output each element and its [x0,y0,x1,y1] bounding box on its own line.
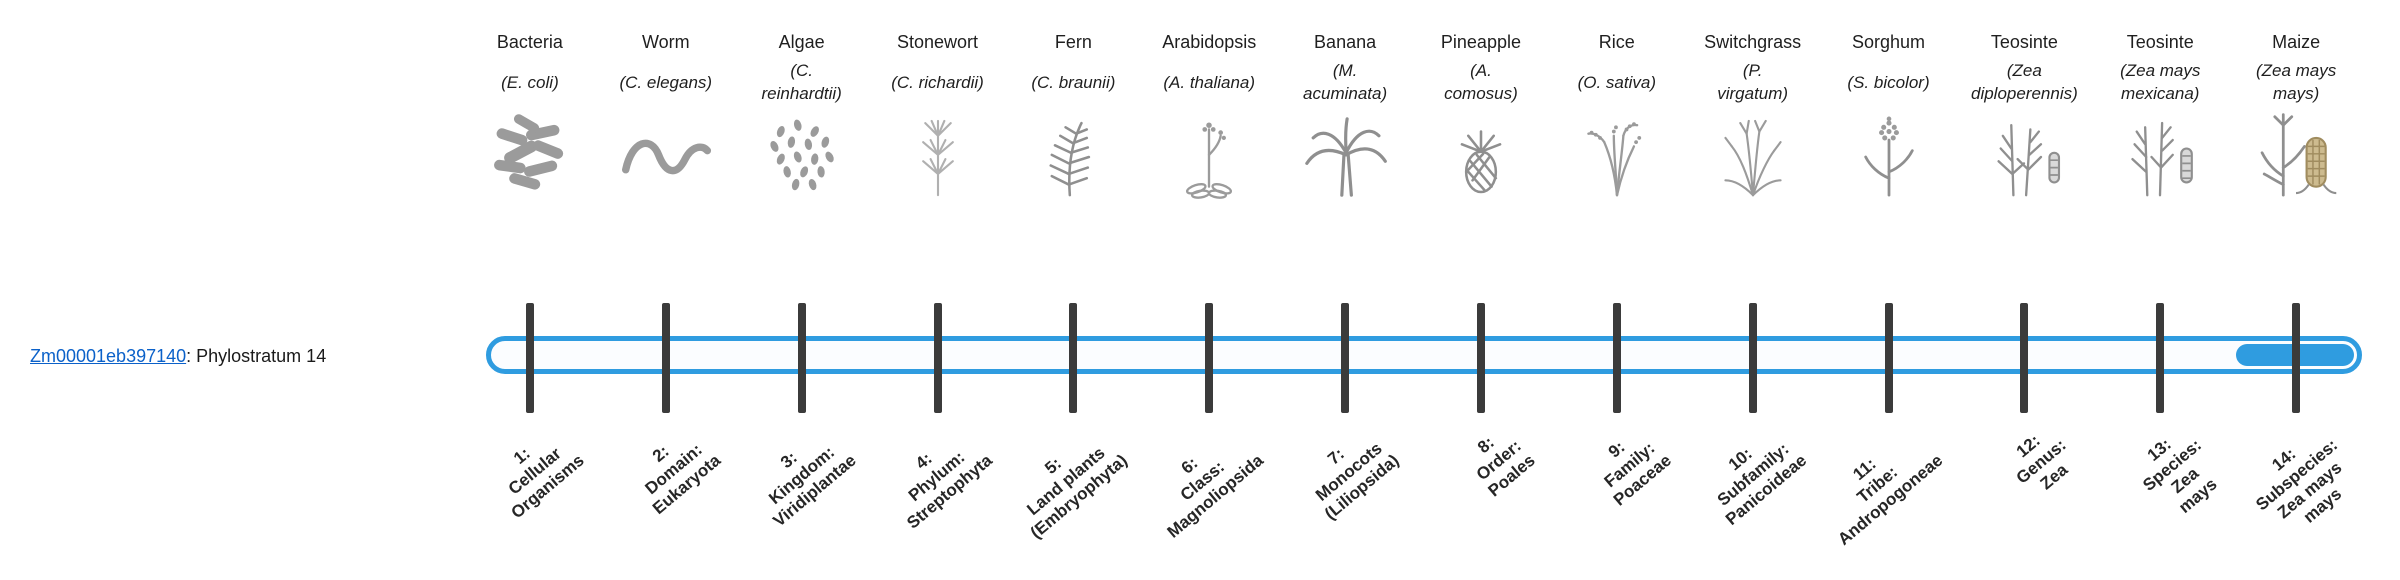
species-latin-name: (P. virgatum) [1717,61,1789,103]
tick-mark [1612,303,1621,413]
sorghum-icon [1821,108,1957,204]
species-latin-name: (Zea diploperennis) [1970,61,2078,103]
banana-icon [1277,108,1413,204]
tick-mark [661,303,670,413]
tick-mark [933,303,942,413]
species-common-name: Maize [2272,32,2321,52]
tick-label: 9: Family: Poaceae [1600,437,1675,510]
species-common-name: Teosinte [1990,32,2058,52]
tick-label: 14: Subspecies: Zea mays mays [2252,435,2346,527]
tick-label: 8: Order: Poales [1472,432,1539,501]
stratum-column: Teosinte (Zea mays mexicana) 13: Species: Zea… [2092,0,2228,580]
tick-mark [1748,303,1757,413]
species-latin-name: (A. comosus) [1444,61,1518,103]
arabidopsis-icon [1141,108,1277,204]
stratum-column: Banana (M. acuminata) 7: Monocots (Liliopsida… [1277,0,1413,580]
tick-label: 13: Species: Zea mays [2139,434,2221,517]
tick-label: 3: Kingdom: Viridiplantae [765,442,860,531]
stratum-column: Worm (C. elegans) 2: Domain: Eukaryota [598,0,734,580]
species-latin-name: (Zea mays mexicana) [2120,61,2201,103]
stratum-column: Algae (C. reinhardtii) 3: Kingdom: Viridiplan… [734,0,870,580]
tick-mark [1341,303,1350,413]
bacteria-icon [462,108,598,204]
tick-mark [2156,303,2165,413]
species-latin-name: (M. acuminata) [1303,61,1388,103]
stratum-column: Stonewort (C. richardii) 4: Phylum: Streptop… [870,0,1006,580]
species-latin-name: (Zea mays mays) [2255,61,2337,103]
stratum-column: Arabidopsis (A. thaliana) 6: Class: Magnolio… [1141,0,1277,580]
tick-mark [797,303,806,413]
species-common-name: Rice [1598,32,1635,52]
stratum-column: Switchgrass (P. virgatum) 10: Subfamily: Pani… [1685,0,1821,580]
tick-mark [1476,303,1485,413]
teosinte-diploperennis-icon [1956,108,2092,204]
species-common-name: Pineapple [1440,32,1521,52]
species-common-name: Worm [641,32,690,52]
stratum-column: Maize (Zea mays mays) 14: Subspecies: Zea may… [2228,0,2364,580]
tick-label: 7: Monocots (Liliopsida) [1312,438,1404,524]
species-latin-name: (O. sativa) [1577,72,1656,92]
fern-icon [1005,108,1141,204]
phylostratum-text: : Phylostratum 14 [186,346,327,366]
species-common-name: Bacteria [496,32,563,52]
stratum-column: Pineapple (A. comosus) 8: Order: Poales [1413,0,1549,580]
tick-label: 5: Land plants (Embryophyta) [1023,443,1132,543]
tick-label: 1: Cellular Organisms [504,443,588,523]
switchgrass-icon [1685,108,1821,204]
tick-mark [2020,303,2029,413]
species-common-name: Stonewort [896,32,979,52]
stonewort-icon [870,108,1006,204]
stratum-column: Bacteria (E. coli) 1: Cellular Organisms [462,0,598,580]
species-common-name: Sorghum [1852,32,1926,52]
strata-columns: Bacteria (E. coli) 1: Cellular Organisms Worm… [462,0,2364,580]
algae-icon [734,108,870,204]
tick-label: 11: Tribe: Andropogoneae [1834,450,1947,549]
stratum-column: Teosinte (Zea diploperennis) 12: Genus: Zea [1956,0,2092,580]
species-latin-name: (E. coli) [501,72,559,92]
species-latin-name: (C. braunii) [1031,72,1116,92]
tick-label: 4: Phylum: Streptophyta [902,447,996,533]
stratum-column: Sorghum (S. bicolor) 11: Tribe: Andropogonea… [1821,0,1957,580]
pineapple-icon [1413,108,1549,204]
species-latin-name: (A. thaliana) [1163,72,1256,92]
tick-label: 6: Class: Magnoliopsida [1163,450,1268,542]
species-latin-name: (C. elegans) [619,72,713,92]
teosinte-mexicana-icon [2092,108,2228,204]
maize-icon [2228,108,2364,204]
rice-icon [1549,108,1685,204]
tick-mark [525,303,534,413]
tick-label: 2: Domain: Eukaryota [641,439,724,519]
species-common-name: Switchgrass [1704,32,1802,52]
tick-label: 10: Subfamily: Panicoideae [1714,439,1811,529]
gene-phylostratum-label: Zm00001eb397140: Phylostratum 14 [30,346,326,367]
tick-mark [2292,303,2301,413]
stratum-column: Fern (C. braunii) 5: Land plants (Embryophyt… [1005,0,1141,580]
tick-mark [1884,303,1893,413]
species-common-name: Banana [1314,32,1377,52]
tick-mark [1069,303,1078,413]
species-latin-name: (C. reinhardtii) [761,61,842,103]
tick-label: 12: Genus: Zea [2012,430,2072,494]
worm-icon [598,108,734,204]
species-latin-name: (C. richardii) [891,72,984,92]
stratum-column: Rice (O. sativa) 9: Family: Poaceae [1549,0,1685,580]
species-common-name: Teosinte [2126,32,2194,52]
species-common-name: Algae [778,32,825,52]
species-common-name: Arabidopsis [1162,32,1257,52]
species-common-name: Fern [1054,32,1092,52]
species-latin-name: (S. bicolor) [1847,72,1930,92]
gene-link[interactable]: Zm00001eb397140 [30,346,187,366]
phylostratum-chart: Bacteria (E. coli) 1: Cellular Organisms Worm… [462,0,2364,580]
tick-mark [1205,303,1214,413]
